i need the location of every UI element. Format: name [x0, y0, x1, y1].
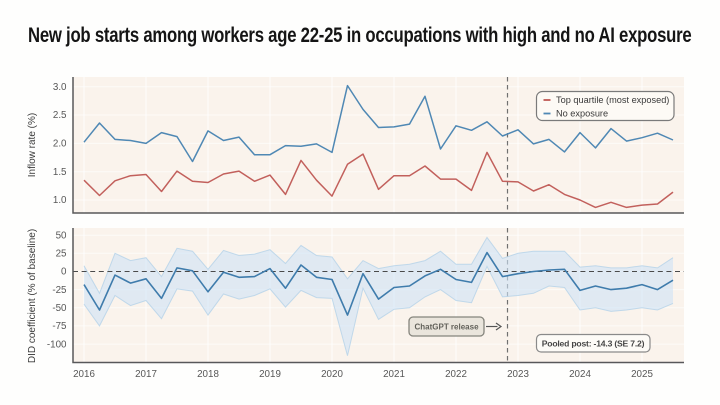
svg-text:2016: 2016: [73, 369, 95, 380]
svg-text:2018: 2018: [197, 369, 219, 380]
svg-text:-25: -25: [52, 285, 67, 296]
svg-text:3.0: 3.0: [53, 82, 67, 93]
svg-text:-50: -50: [52, 303, 67, 314]
svg-text:1.5: 1.5: [53, 167, 67, 178]
svg-text:2021: 2021: [383, 369, 405, 380]
svg-text:No exposure: No exposure: [556, 109, 608, 119]
svg-text:2019: 2019: [259, 369, 281, 380]
svg-text:-100: -100: [47, 339, 67, 350]
svg-text:DID coefficient (% of baseline: DID coefficient (% of baseline): [27, 229, 38, 363]
svg-text:Inflow rate (%): Inflow rate (%): [27, 113, 38, 177]
svg-text:1.0: 1.0: [53, 195, 67, 206]
svg-text:2.0: 2.0: [53, 139, 67, 150]
svg-text:2017: 2017: [135, 369, 157, 380]
svg-text:0: 0: [61, 267, 67, 278]
svg-text:-75: -75: [52, 321, 67, 332]
svg-text:ChatGPT release: ChatGPT release: [414, 322, 479, 331]
svg-text:Top quartile (most exposed): Top quartile (most exposed): [556, 95, 669, 105]
svg-text:2023: 2023: [507, 369, 529, 380]
svg-text:Pooled post: -14.3 (SE 7.2): Pooled post: -14.3 (SE 7.2): [542, 339, 645, 349]
svg-text:2024: 2024: [569, 369, 591, 380]
svg-text:2.5: 2.5: [53, 110, 67, 121]
svg-text:50: 50: [56, 230, 67, 241]
svg-text:25: 25: [56, 249, 67, 260]
svg-text:2025: 2025: [631, 369, 653, 380]
svg-text:2020: 2020: [321, 369, 343, 380]
svg-text:2022: 2022: [445, 369, 467, 380]
